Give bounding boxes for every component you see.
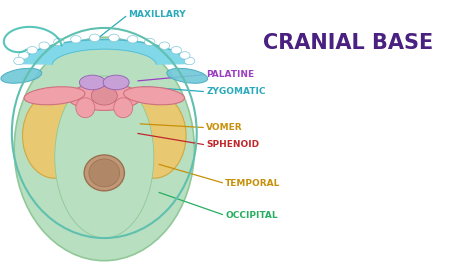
Ellipse shape — [167, 68, 208, 83]
Ellipse shape — [171, 47, 182, 54]
Ellipse shape — [184, 57, 195, 65]
Ellipse shape — [27, 47, 37, 54]
Ellipse shape — [18, 52, 29, 59]
Ellipse shape — [24, 87, 85, 105]
Ellipse shape — [39, 42, 49, 49]
Ellipse shape — [67, 84, 141, 110]
Ellipse shape — [90, 34, 100, 41]
Ellipse shape — [159, 42, 170, 49]
Ellipse shape — [103, 75, 129, 90]
Ellipse shape — [1, 68, 42, 83]
Text: PALATINE: PALATINE — [206, 70, 255, 79]
Ellipse shape — [80, 75, 105, 90]
Ellipse shape — [23, 93, 86, 178]
Text: TEMPORAL: TEMPORAL — [225, 179, 281, 188]
Ellipse shape — [109, 34, 119, 41]
Ellipse shape — [122, 93, 186, 178]
Ellipse shape — [71, 36, 81, 43]
Ellipse shape — [124, 87, 184, 105]
Ellipse shape — [54, 38, 64, 46]
Text: OCCIPITAL: OCCIPITAL — [225, 211, 278, 220]
Ellipse shape — [84, 155, 124, 191]
Ellipse shape — [145, 38, 155, 46]
Ellipse shape — [114, 98, 133, 118]
Ellipse shape — [14, 57, 24, 65]
Ellipse shape — [14, 37, 194, 261]
Text: ZYGOMATIC: ZYGOMATIC — [206, 87, 266, 96]
Ellipse shape — [91, 86, 117, 105]
Polygon shape — [21, 40, 187, 64]
Text: VOMER: VOMER — [206, 123, 243, 132]
Text: MAXILLARY: MAXILLARY — [128, 10, 186, 19]
Text: CRANIAL BASE: CRANIAL BASE — [263, 32, 434, 53]
Ellipse shape — [128, 36, 138, 43]
Ellipse shape — [180, 52, 190, 59]
Ellipse shape — [76, 98, 95, 118]
Ellipse shape — [89, 159, 119, 187]
Ellipse shape — [55, 76, 154, 238]
Text: SPHENOID: SPHENOID — [206, 140, 259, 149]
